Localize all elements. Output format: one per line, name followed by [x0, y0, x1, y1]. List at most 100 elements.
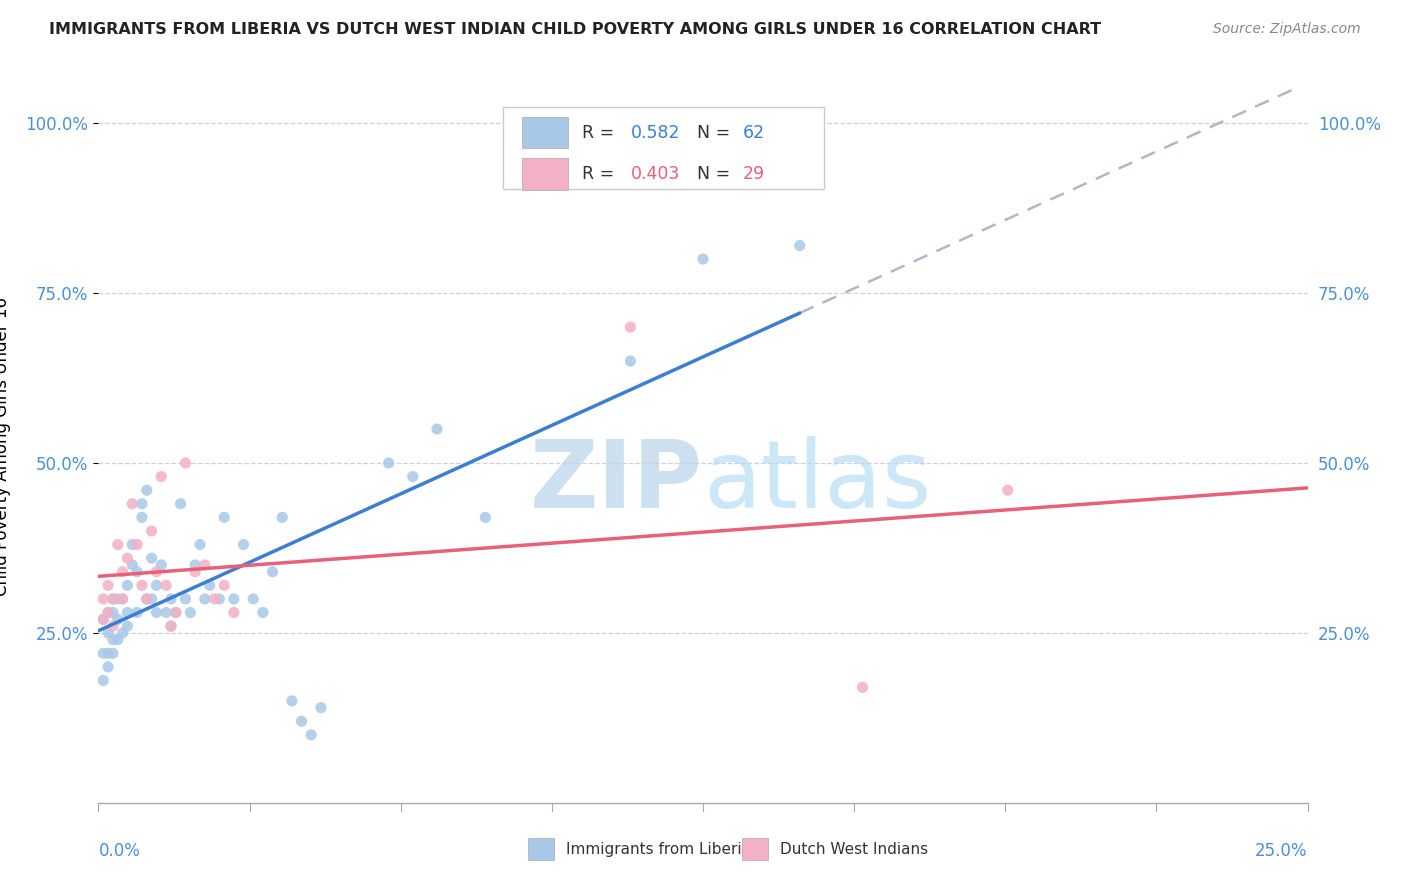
Text: atlas: atlas [703, 435, 931, 528]
Point [852, 680, 875, 694]
Text: N =: N = [697, 124, 735, 142]
Point [97, 660, 120, 674]
FancyBboxPatch shape [503, 107, 824, 189]
Point [97, 646, 120, 660]
Point [135, 483, 157, 498]
Point [619, 354, 641, 368]
Point [91, 591, 114, 606]
Point [127, 606, 149, 620]
Point [997, 483, 1019, 498]
Point [150, 558, 173, 572]
Point [155, 606, 177, 620]
Point [97, 626, 120, 640]
Point [165, 606, 187, 620]
Point [212, 578, 235, 592]
Point [309, 700, 332, 714]
Point [222, 591, 245, 606]
Point [194, 558, 217, 572]
Point [299, 728, 322, 742]
Point [101, 646, 124, 660]
Text: R =: R = [582, 165, 620, 183]
Point [474, 510, 496, 524]
Point [91, 612, 114, 626]
Point [135, 591, 157, 606]
FancyBboxPatch shape [522, 117, 568, 148]
Point [127, 565, 149, 579]
Point [174, 591, 197, 606]
Point [117, 606, 139, 620]
Point [426, 422, 449, 436]
Text: 29: 29 [742, 165, 765, 183]
Point [155, 578, 177, 592]
Point [271, 510, 294, 524]
Point [111, 626, 134, 640]
Point [97, 606, 120, 620]
Point [204, 591, 226, 606]
Point [145, 606, 167, 620]
Text: Dutch West Indians: Dutch West Indians [780, 842, 928, 856]
Point [198, 578, 221, 592]
Point [194, 591, 217, 606]
Point [184, 558, 207, 572]
Point [91, 612, 114, 626]
Point [141, 524, 163, 538]
FancyBboxPatch shape [527, 838, 554, 860]
Point [101, 619, 124, 633]
FancyBboxPatch shape [522, 159, 568, 190]
Point [131, 497, 153, 511]
Text: 0.403: 0.403 [630, 165, 681, 183]
Point [150, 469, 173, 483]
Point [91, 646, 114, 660]
Point [290, 714, 312, 729]
Point [160, 591, 183, 606]
Text: 62: 62 [742, 124, 765, 142]
Point [212, 510, 235, 524]
Point [101, 591, 124, 606]
Point [145, 578, 167, 592]
Text: Source: ZipAtlas.com: Source: ZipAtlas.com [1213, 22, 1361, 37]
Point [262, 565, 284, 579]
Point [169, 497, 191, 511]
Point [111, 565, 134, 579]
Point [252, 606, 274, 620]
Point [208, 591, 231, 606]
Point [145, 565, 167, 579]
Point [97, 578, 120, 592]
Point [91, 673, 114, 688]
Point [107, 612, 129, 626]
Point [174, 456, 197, 470]
Point [135, 591, 157, 606]
Point [619, 320, 641, 334]
Point [107, 591, 129, 606]
Text: ZIP: ZIP [530, 435, 703, 528]
Point [402, 469, 425, 483]
Point [97, 606, 120, 620]
Point [131, 578, 153, 592]
Point [101, 632, 124, 647]
FancyBboxPatch shape [742, 838, 768, 860]
Point [107, 632, 129, 647]
Point [121, 537, 143, 551]
Point [377, 456, 399, 470]
Point [184, 565, 207, 579]
Point [121, 497, 143, 511]
Point [107, 537, 129, 551]
Point [121, 558, 143, 572]
Point [188, 537, 211, 551]
Point [111, 591, 134, 606]
Point [222, 606, 245, 620]
Point [281, 694, 304, 708]
Text: 0.582: 0.582 [630, 124, 681, 142]
Point [165, 606, 187, 620]
Point [232, 537, 254, 551]
Text: 0.0%: 0.0% [98, 842, 141, 860]
Point [160, 619, 183, 633]
Point [117, 578, 139, 592]
Point [160, 619, 183, 633]
Point [101, 591, 124, 606]
Point [131, 510, 153, 524]
Point [179, 606, 201, 620]
Text: R =: R = [582, 124, 620, 142]
Text: Immigrants from Liberia: Immigrants from Liberia [567, 842, 751, 856]
Point [127, 537, 149, 551]
